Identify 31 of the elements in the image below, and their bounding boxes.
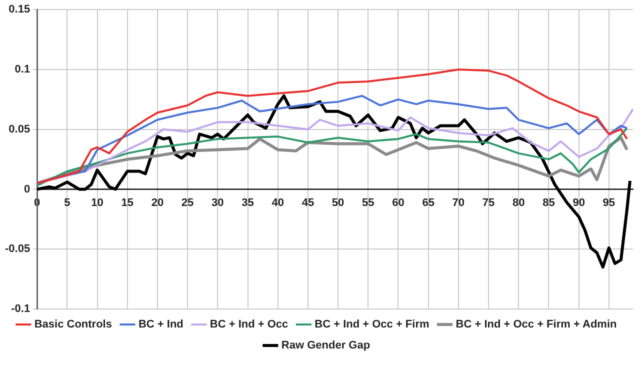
y-tick-label: -0.05 [4, 243, 30, 256]
legend-label: Basic Controls [34, 318, 112, 331]
x-tick-label: 75 [482, 196, 495, 209]
x-tick-label: 50 [332, 196, 344, 209]
y-tick-label: -0.1 [11, 303, 30, 316]
x-tick-label: 45 [302, 196, 314, 209]
y-tick-label: 0.05 [8, 123, 30, 136]
x-tick-label: 70 [452, 196, 465, 209]
y-tick-label: 0.1 [14, 64, 30, 76]
x-tick-label: 10 [91, 196, 104, 209]
y-tick-label: 0 [24, 183, 30, 196]
x-tick-label: 60 [392, 196, 404, 209]
x-tick-label: 5 [64, 196, 70, 209]
x-tick-label: 35 [242, 196, 254, 209]
legend-label: BC + Ind + Occ + Firm [314, 318, 430, 331]
x-tick-label: 55 [362, 196, 374, 209]
x-tick-label: 65 [422, 196, 434, 209]
x-tick-label: 80 [512, 196, 525, 209]
x-tick-label: 95 [602, 196, 616, 209]
x-tick-label: 25 [181, 196, 194, 209]
x-tick-label: 15 [121, 196, 134, 209]
x-tick-label: 30 [212, 196, 224, 209]
x-tick-label: 85 [542, 196, 555, 209]
y-tick-label: 0.15 [8, 4, 30, 16]
legend-label: BC + Ind + Occ [210, 318, 288, 331]
legend-label: Raw Gender Gap [281, 340, 370, 352]
legend-label: BC + Ind [138, 318, 184, 331]
x-tick-label: 20 [151, 196, 164, 209]
x-tick-label: 40 [272, 196, 284, 209]
x-tick-label: 90 [572, 196, 585, 209]
legend-label: BC + Ind + Occ + Firm + Admin [456, 318, 618, 331]
